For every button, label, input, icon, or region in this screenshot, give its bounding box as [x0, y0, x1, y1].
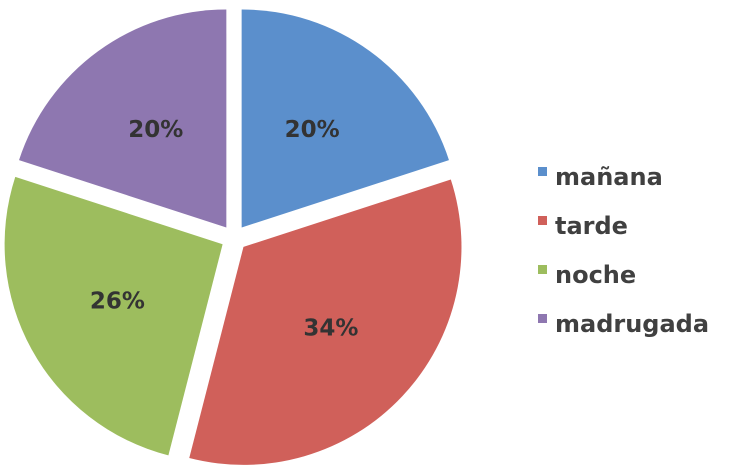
pie-label-manana: 20% — [285, 117, 340, 143]
legend-swatch-tarde — [538, 216, 547, 225]
pie-label-tarde: 34% — [303, 316, 358, 342]
legend-label-manana: mañana — [555, 162, 663, 191]
legend: mañana tarde noche madrugada — [538, 152, 709, 348]
pie-labels: 20% 34% 26% 20% — [90, 117, 359, 342]
pie-slice-madrugada — [19, 9, 227, 228]
pie-slice-tarde — [189, 179, 462, 465]
legend-label-madrugada: madrugada — [555, 309, 710, 338]
pie-label-noche: 26% — [90, 289, 145, 315]
legend-swatch-manana — [538, 167, 547, 176]
legend-label-tarde: tarde — [555, 211, 628, 240]
legend-item-manana: mañana — [538, 152, 709, 201]
pie-slice-noche — [4, 176, 223, 456]
legend-item-madrugada: madrugada — [538, 299, 709, 348]
legend-label-noche: noche — [555, 260, 637, 289]
pie-slices — [4, 9, 462, 465]
legend-item-tarde: tarde — [538, 201, 709, 250]
legend-swatch-noche — [538, 265, 547, 274]
legend-swatch-madrugada — [538, 314, 547, 323]
legend-item-noche: noche — [538, 250, 709, 299]
pie-label-madrugada: 20% — [128, 117, 183, 143]
pie-slice-manana — [241, 9, 449, 228]
